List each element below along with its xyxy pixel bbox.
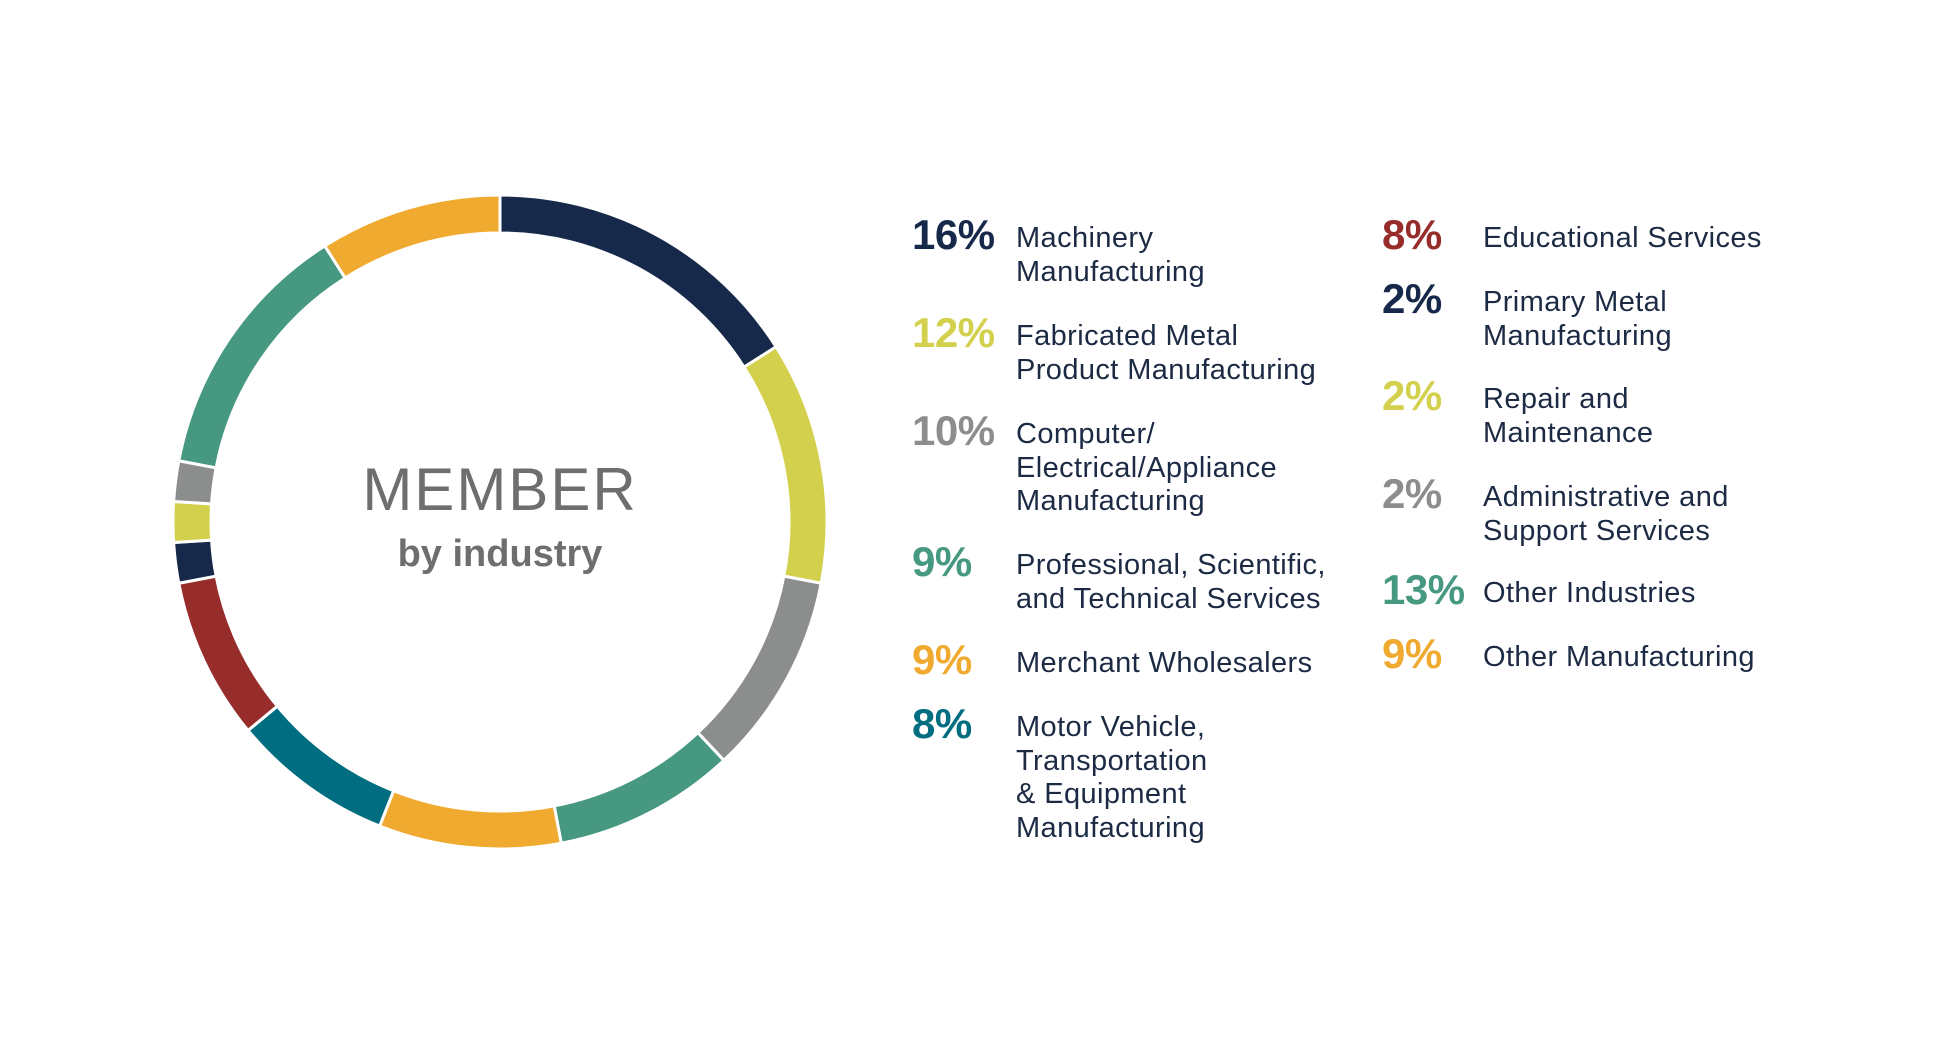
legend-label-line: Manufacturing	[1016, 485, 1205, 517]
donut-slice	[177, 574, 280, 733]
legend-item: 2% Administrative and Support Services	[1382, 470, 1729, 548]
legend-item: 8% Motor Vehicle, Transportation & Equipmen…	[912, 700, 1208, 845]
donut-slice	[498, 193, 779, 370]
legend-label-line: Professional, Scientific,	[1016, 549, 1326, 581]
legend-label-line: Manufacturing	[1016, 811, 1205, 844]
legend-percent: 2%	[1382, 275, 1442, 322]
legend-label: Educational Services	[1483, 215, 1762, 256]
legend-percent: 2%	[1382, 470, 1442, 517]
legend-item: 13% Other Industries	[1382, 566, 1696, 613]
donut-slice	[377, 788, 564, 851]
legend-percent: 9%	[1382, 630, 1442, 677]
legend-label: Primary Metal Manufacturing	[1483, 279, 1672, 353]
legend-label-line: Transportation	[1016, 744, 1208, 777]
donut-slice	[322, 193, 502, 281]
legend-label: Other Industries	[1483, 570, 1696, 611]
legend-percent: 13%	[1382, 566, 1465, 613]
legend-item: 9% Professional, Scientific, and Technical…	[912, 538, 1326, 616]
legend-percent: 8%	[1382, 211, 1442, 258]
legend-label-line: Machinery	[1016, 222, 1154, 254]
legend-item: 10% Computer/Electrical/Appliance Manufact…	[912, 407, 1277, 519]
legend-label-line: Product Manufacturing	[1016, 353, 1317, 386]
legend-percent: 10%	[912, 407, 995, 454]
donut-slice	[552, 730, 726, 845]
legend-label: Professional, Scientific, and Technical S…	[1016, 542, 1326, 616]
legend-label-line: Administrative and	[1483, 481, 1729, 513]
donut-slice	[695, 574, 823, 763]
legend-percent: 9%	[912, 538, 972, 585]
donut-slice	[172, 538, 218, 586]
legend-label-line: Primary Metal	[1483, 286, 1668, 318]
legend-label-line: Manufacturing	[1483, 319, 1672, 352]
legend-label: Computer/Electrical/Appliance Manufacturi…	[1016, 411, 1277, 519]
legend-label-line: Other Manufacturing	[1483, 641, 1755, 673]
legend-percent: 9%	[912, 636, 972, 683]
legend-label: Fabricated Metal Product Manufacturing	[1016, 313, 1316, 387]
legend-label-line: Computer/	[1016, 418, 1155, 450]
legend-label: Machinery Manufacturing	[1016, 215, 1205, 289]
legend-percent: 8%	[912, 700, 972, 747]
legend-percent: 12%	[912, 309, 995, 356]
legend-label: Other Manufacturing	[1483, 634, 1755, 675]
legend-label-line: Manufacturing	[1016, 255, 1205, 288]
legend-label-line: Fabricated Metal	[1016, 320, 1239, 352]
legend-label: Merchant Wholesalers	[1016, 640, 1313, 681]
legend-label: Repair and Maintenance	[1483, 376, 1653, 450]
legend-label-line: Support Services	[1483, 514, 1711, 547]
chart-center-title: MEMBER	[362, 456, 638, 523]
legend-label-line: Electrical/Appliance	[1016, 451, 1278, 484]
donut-slice	[245, 704, 396, 828]
chart-center-subtitle: by industry	[397, 533, 603, 575]
legend-percent: 16%	[912, 211, 995, 258]
donut-slice	[171, 499, 214, 545]
legend-item: 9% Merchant Wholesalers	[912, 636, 1313, 683]
donut-slice	[177, 243, 348, 470]
legend-label-line: Repair and	[1483, 383, 1629, 415]
legend-label-line: Merchant Wholesalers	[1016, 647, 1313, 679]
legend-item: 9% Other Manufacturing	[1382, 630, 1755, 677]
legend-label-line: Maintenance	[1483, 416, 1654, 449]
legend-item: 16% Machinery Manufacturing	[912, 211, 1205, 289]
legend-label: Administrative and Support Services	[1483, 474, 1729, 548]
legend-label-line: and Technical Services	[1016, 582, 1321, 615]
legend-item: 12% Fabricated Metal Product Manufacturing	[912, 309, 1316, 387]
legend-label-line: Motor Vehicle,	[1016, 711, 1206, 743]
legend-item: 2% Repair and Maintenance	[1382, 372, 1653, 450]
legend-label: Motor Vehicle, Transportation & Equipment M…	[1016, 704, 1208, 845]
legend-item: 8% Educational Services	[1382, 211, 1762, 258]
legend-label-line: & Equipment	[1016, 778, 1187, 810]
legend-label-line: Educational Services	[1483, 222, 1762, 254]
legend-label-line: Other Industries	[1483, 577, 1696, 609]
legend-item: 2% Primary Metal Manufacturing	[1382, 275, 1672, 353]
donut-slice	[741, 344, 829, 586]
legend-percent: 2%	[1382, 372, 1442, 419]
